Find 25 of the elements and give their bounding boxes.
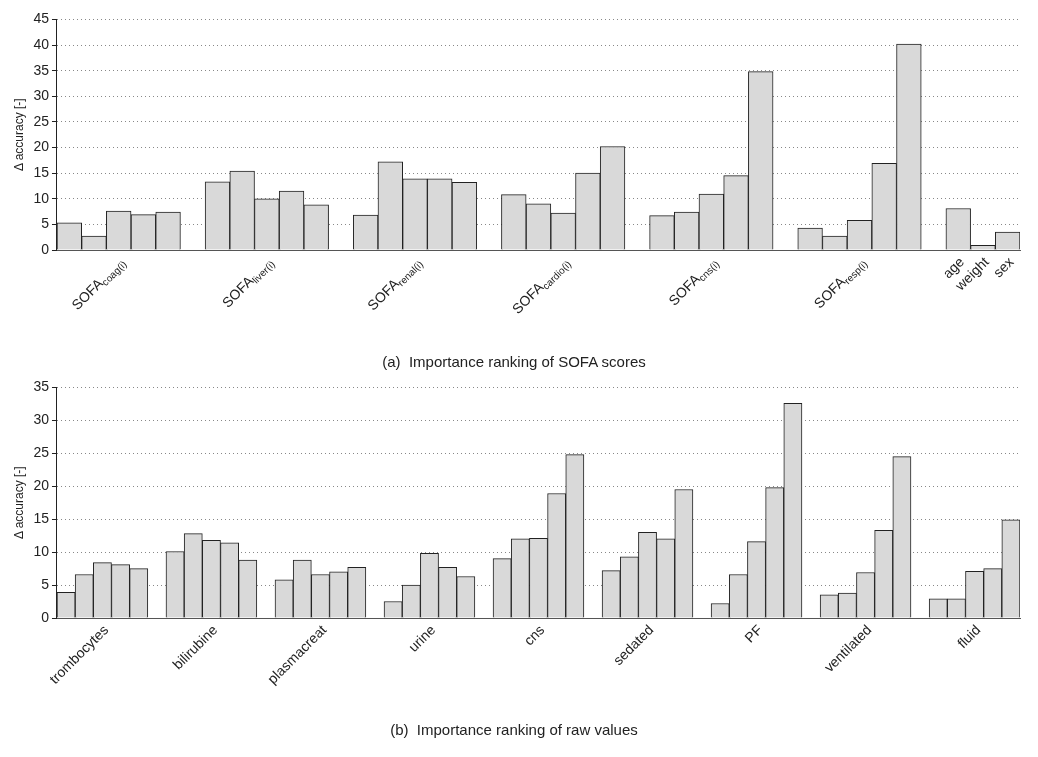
x-tick-label: PF <box>741 621 766 646</box>
y-tick-label: 35 <box>33 378 50 395</box>
y-tick-label: 10 <box>33 542 50 559</box>
y-tick-label: 25 <box>33 112 50 129</box>
y-tick-label: 5 <box>41 215 50 232</box>
y-axis-title: Δ accuracy [-] <box>11 466 26 540</box>
y-tick-label: 20 <box>33 138 50 155</box>
y-tick-label: 0 <box>41 608 50 625</box>
y-tick-label: 45 <box>33 10 50 27</box>
x-tick-label: cns <box>520 621 548 649</box>
y-tick-label: 5 <box>41 575 50 592</box>
y-tick-label: 20 <box>33 477 50 494</box>
y-tick-label: 15 <box>33 510 50 527</box>
x-tick-label: sex <box>989 253 1017 281</box>
y-tick-label: 0 <box>41 240 50 257</box>
y-tick-label: 25 <box>33 444 50 461</box>
y-tick-label: 40 <box>33 35 50 52</box>
y-tick-label: 15 <box>33 163 50 180</box>
y-tick-label: 30 <box>33 411 50 428</box>
y-tick-label: 35 <box>33 61 50 78</box>
y-tick-label: 10 <box>33 189 50 206</box>
y-tick-label: 30 <box>33 87 50 104</box>
text: (a) Importance ranking of SOFA scores <box>382 353 646 371</box>
text: (b) Importance ranking of raw values <box>390 721 638 739</box>
y-axis-title: Δ accuracy [-] <box>11 98 26 172</box>
